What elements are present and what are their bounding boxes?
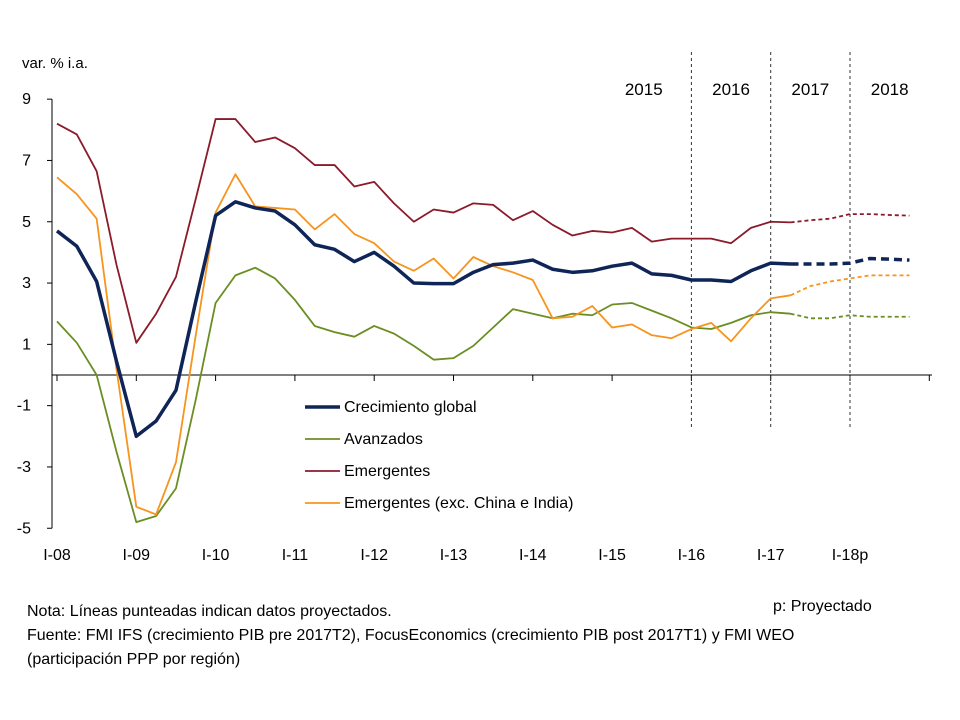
projection-dividers: 2015 2016 2017 2018 [625, 52, 909, 428]
legend-label: Avanzados [344, 431, 423, 448]
series-layer [55, 118, 910, 524]
projection-note: p: Proyectado [773, 598, 872, 615]
y-tick-label: 9 [22, 91, 31, 108]
x-tick-label: I-09 [123, 547, 151, 564]
legend-label: Emergentes (exc. China e India) [344, 495, 573, 512]
chart-area: var. % i.a. 9 7 5 3 1 -1 -3 -5 I-08 I-09 I-10 I-11 I… [17, 52, 932, 564]
x-tick-label: I-13 [440, 547, 468, 564]
y-tick-label: -3 [17, 459, 31, 476]
series-line-projected [790, 256, 910, 266]
legend: Crecimiento global Avanzados Emergentes Eme… [305, 399, 573, 512]
series-line-actual [55, 200, 791, 439]
series-line-projected [790, 213, 910, 224]
y-tick-label: -5 [17, 520, 31, 537]
legend-label: Crecimiento global [344, 399, 477, 416]
period-label: 2018 [871, 80, 909, 99]
y-tick-label: 1 [22, 336, 31, 353]
chart-notes: Nota: Líneas punteadas indican datos pro… [27, 600, 927, 672]
x-tick-label: I-12 [360, 547, 388, 564]
source-line-continued: (participación PPP por región) [27, 651, 241, 668]
series-line-projected [790, 274, 910, 297]
y-tick-label: -1 [17, 398, 31, 415]
series-line-projected [790, 312, 910, 320]
y-tick-label: 7 [22, 152, 31, 169]
x-tick-label: I-17 [757, 547, 785, 564]
source-line: Fuente: FMI IFS (crecimiento PIB pre 201… [27, 627, 795, 644]
axes-layer: 9 7 5 3 1 -1 -3 -5 I-08 I-09 I-10 I-11 I-12 I-13 I-14 I… [17, 91, 932, 564]
x-tick-label: I-16 [678, 547, 706, 564]
period-label: 2017 [791, 80, 829, 99]
series-line-actual [56, 118, 791, 344]
x-tick-label: I-10 [202, 547, 230, 564]
x-tick-label: I-11 [282, 547, 308, 564]
period-label: 2016 [712, 80, 750, 99]
x-tick-label: I-14 [519, 547, 547, 564]
x-tick-label: I-18p [832, 547, 869, 564]
x-tick-label: I-08 [43, 547, 71, 564]
note-dotted-lines: Nota: Líneas punteadas indican datos pro… [27, 603, 392, 620]
series-line-actual [56, 266, 791, 524]
period-label: 2015 [625, 80, 663, 99]
x-tick-label: I-15 [598, 547, 626, 564]
y-tick-label: 5 [22, 214, 31, 231]
series-line-actual [56, 173, 791, 516]
legend-label: Emergentes [344, 463, 430, 480]
y-tick-label: 3 [22, 275, 31, 292]
y-axis-title: var. % i.a. [22, 55, 88, 72]
